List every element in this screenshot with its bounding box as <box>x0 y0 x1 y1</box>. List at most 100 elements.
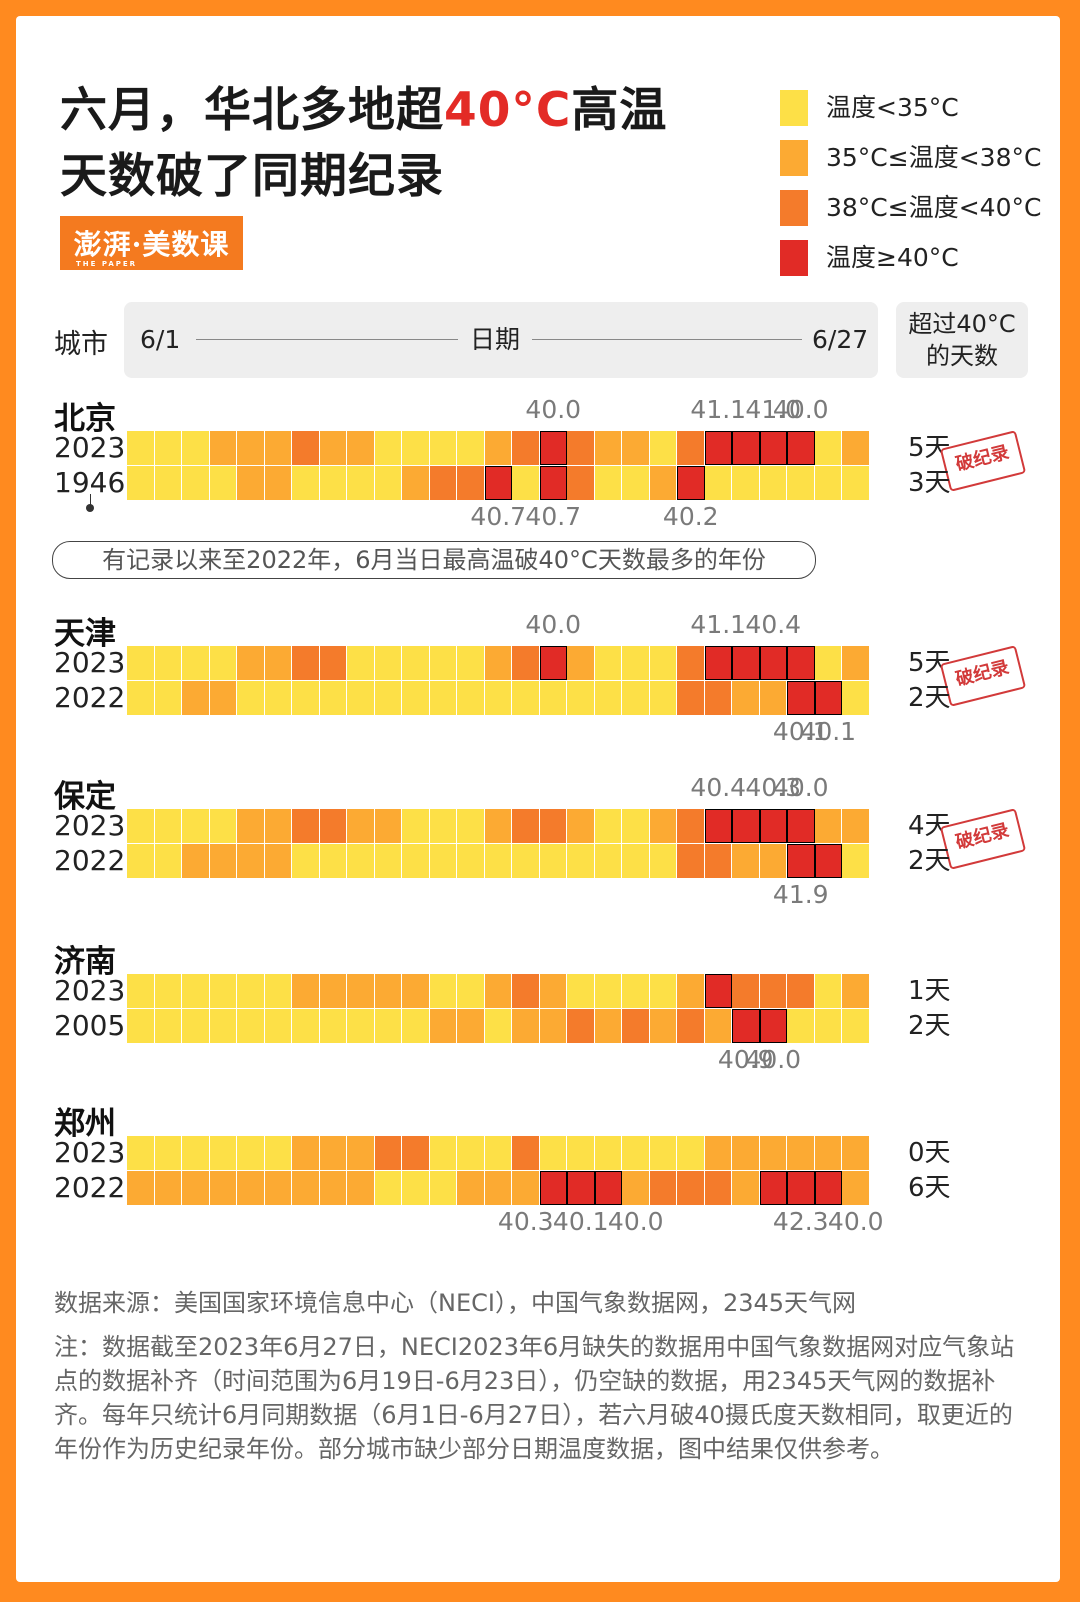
heatmap-cell <box>759 974 787 1008</box>
temperature-label: 41.9 <box>772 880 829 909</box>
heatmap-cell <box>429 1009 457 1043</box>
heatmap-cell <box>759 1171 787 1205</box>
city-name: 保定 <box>54 779 116 815</box>
heatmap-cell <box>154 1009 182 1043</box>
heatmap-cell <box>402 1171 430 1205</box>
heatmap-cell <box>842 1171 870 1205</box>
heatmap-cell <box>787 681 815 715</box>
heatmap-cell <box>622 1171 650 1205</box>
heatmap-cell <box>319 466 347 500</box>
legend-swatch <box>780 140 808 176</box>
heatmap-cell <box>759 844 787 878</box>
heatmap-cell <box>319 1136 347 1170</box>
record-stamp: 破纪录 <box>939 430 1027 492</box>
title-highlight: 40°C <box>444 83 572 138</box>
heatmap-cell <box>512 1009 540 1043</box>
heatmap-row <box>127 844 870 878</box>
heatmap-cell <box>732 466 760 500</box>
heatmap-cell <box>429 809 457 843</box>
heatmap-cell <box>649 844 677 878</box>
page-title: 六月，华北多地超40°C高温 天数破了同期纪录 <box>60 78 667 210</box>
brand-logo: 澎湃·美数课 THE PAPER <box>60 216 243 270</box>
heatmap-cell <box>594 431 622 465</box>
record-stamp: 破纪录 <box>939 645 1027 707</box>
heatmap-cell <box>402 809 430 843</box>
heatmap-cell <box>594 646 622 680</box>
heatmap-cell <box>402 844 430 878</box>
year-label: 2023 <box>54 646 126 679</box>
heatmap-cell <box>732 974 760 1008</box>
heatmap-row <box>127 974 870 1008</box>
heatmap-cell <box>402 646 430 680</box>
heatmap-cell <box>264 844 292 878</box>
heatmap-cell <box>209 466 237 500</box>
heatmap-cell <box>677 466 705 500</box>
hot-day-count: 2天 <box>908 1011 951 1041</box>
heatmap-cell <box>374 844 402 878</box>
date-end-label: 6/27 <box>812 325 869 354</box>
heatmap-cell <box>484 1136 512 1170</box>
data-source: 数据来源：美国国家环境信息中心（NECI），中国气象数据网，2345天气网 <box>54 1289 857 1317</box>
heatmap-cell <box>649 1136 677 1170</box>
heatmap-row <box>127 809 870 843</box>
year-label: 2023 <box>54 431 126 464</box>
heatmap-cell <box>512 974 540 1008</box>
heatmap-cell <box>237 844 265 878</box>
heatmap-cell <box>732 1009 760 1043</box>
hot-day-count: 3天 <box>908 468 951 498</box>
heatmap-cell <box>402 431 430 465</box>
heatmap-cell <box>237 681 265 715</box>
heatmap-cell <box>264 466 292 500</box>
heatmap-cell <box>182 431 210 465</box>
heatmap-cell <box>759 809 787 843</box>
heatmap-cell <box>292 1136 320 1170</box>
heatmap-cell <box>704 809 732 843</box>
heatmap-cell <box>127 974 155 1008</box>
heatmap-cell <box>484 646 512 680</box>
heatmap-cell <box>127 844 155 878</box>
heatmap-cell <box>567 974 595 1008</box>
heatmap-cell <box>842 646 870 680</box>
heatmap-cell <box>127 1171 155 1205</box>
heatmap-cell <box>182 1171 210 1205</box>
heatmap-cell <box>209 431 237 465</box>
heatmap-cell <box>292 1171 320 1205</box>
heatmap-cell <box>429 466 457 500</box>
heatmap-cell <box>237 1136 265 1170</box>
heatmap-cell <box>292 1009 320 1043</box>
heatmap-cell <box>622 1009 650 1043</box>
heatmap-cell <box>154 809 182 843</box>
heatmap-cell <box>814 974 842 1008</box>
legend-label: 温度≥40°C <box>826 243 959 272</box>
heatmap-cell <box>567 466 595 500</box>
heatmap-cell <box>622 1136 650 1170</box>
heatmap-cell <box>347 1009 375 1043</box>
heatmap-cell <box>484 974 512 1008</box>
heatmap-row <box>127 681 870 715</box>
heatmap-cell <box>677 1136 705 1170</box>
heatmap-cell <box>704 1009 732 1043</box>
record-note-pointer <box>90 494 91 508</box>
heatmap-cell <box>484 431 512 465</box>
heatmap-cell <box>127 431 155 465</box>
heatmap-cell <box>457 1009 485 1043</box>
legend-swatch <box>780 190 808 226</box>
heatmap-cell <box>512 1136 540 1170</box>
heatmap-row <box>127 1009 870 1043</box>
legend-label: 38°C≤温度<40°C <box>826 193 1042 222</box>
heatmap-cell <box>319 681 347 715</box>
heatmap-cell <box>127 1136 155 1170</box>
heatmap-cell <box>759 431 787 465</box>
heatmap-cell <box>209 681 237 715</box>
temperature-label: 40.3 <box>745 773 802 802</box>
heatmap-cell <box>264 1136 292 1170</box>
heatmap-cell <box>732 431 760 465</box>
temperature-label: 40.0 <box>827 1207 884 1236</box>
heatmap-cell <box>677 974 705 1008</box>
heatmap-cell <box>567 1009 595 1043</box>
days-header-line2: 的天数 <box>926 342 998 370</box>
date-axis-header: 6/1 日期 6/27 <box>124 302 878 378</box>
heatmap-cell <box>594 1171 622 1205</box>
heatmap-cell <box>814 466 842 500</box>
heatmap-cell <box>567 1171 595 1205</box>
